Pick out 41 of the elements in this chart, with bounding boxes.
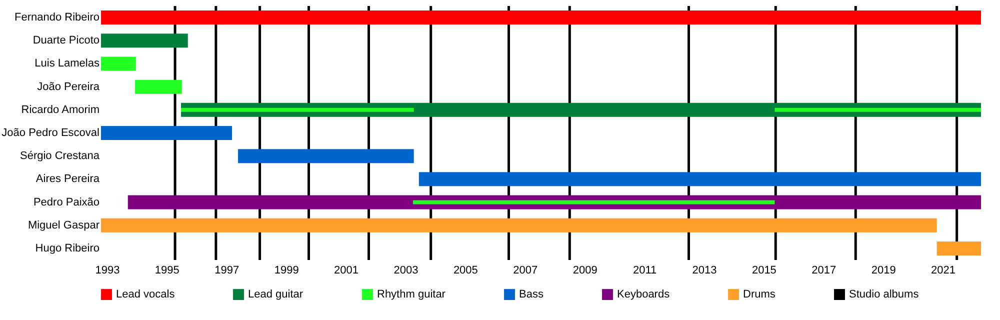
x-tick-label: 2001: [334, 264, 359, 276]
x-tick-label: 2011: [632, 264, 657, 276]
x-tick-label: 2005: [453, 264, 478, 276]
x-tick-label: 2015: [752, 264, 776, 276]
bar: [101, 34, 188, 48]
x-tick-label: 2013: [692, 264, 717, 276]
legend-label: Drums: [743, 288, 776, 301]
bar: [936, 241, 981, 256]
y-tick-label: Duarte Picoto: [32, 34, 100, 47]
y-tick-label: Sérgio Crestana: [20, 150, 100, 162]
x-tick-label: 2019: [871, 264, 896, 276]
legend-label: Rhythm guitar: [377, 288, 446, 301]
y-tick-label: João Pereira: [37, 80, 100, 93]
legend-label: Lead vocals: [116, 288, 176, 301]
x-tick-label: 1993: [95, 264, 120, 276]
y-tick-label: Luis Lamelas: [34, 58, 100, 70]
bar: [101, 218, 937, 232]
y-tick-label: Aires Pereira: [36, 173, 100, 186]
bar: [418, 172, 981, 186]
y-tick-label: Ricardo Amorim: [21, 104, 100, 116]
x-tick-label: 2017: [812, 264, 836, 276]
y-tick-label: Fernando Ribeiro: [14, 12, 100, 24]
bar: [101, 126, 232, 140]
bar: [238, 149, 414, 164]
legend-label: Studio albums: [849, 288, 920, 301]
y-tick-label: Pedro Paixão: [33, 196, 100, 208]
x-tick-label: 1995: [154, 264, 180, 276]
x-tick-label: 2009: [572, 264, 598, 276]
x-tick-label: 2003: [394, 264, 418, 276]
y-tick-label: Hugo Ribeiro: [35, 242, 100, 254]
x-tick-label: 2021: [931, 264, 956, 276]
x-tick-label: 2007: [513, 264, 538, 276]
x-tick-label: 1999: [274, 264, 299, 276]
legend-label: Bass: [519, 288, 544, 301]
x-tick-label: 1997: [214, 264, 240, 276]
y-tick-label: João Pedro Escoval: [2, 127, 100, 139]
legend-label: Lead guitar: [248, 288, 304, 301]
legend-label: Keyboards: [617, 288, 670, 301]
y-tick-label: Miguel Gaspar: [28, 219, 100, 232]
bar: [774, 108, 981, 112]
bar: [101, 10, 981, 25]
